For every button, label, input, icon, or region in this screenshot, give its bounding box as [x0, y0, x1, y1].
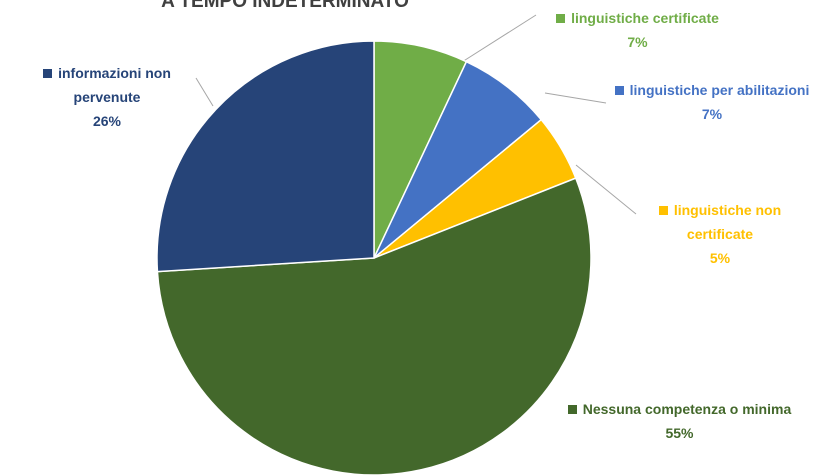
leader-line — [575, 164, 637, 215]
leader-line — [544, 92, 607, 104]
legend-marker — [614, 86, 624, 95]
data-label: Nessuna competenza o minima 55% — [562, 397, 797, 445]
leader-lines — [195, 14, 637, 215]
data-label: informazioni non pervenute 26% — [12, 61, 202, 133]
pie-slice — [156, 177, 592, 475]
leader-line — [461, 14, 537, 63]
legend-marker — [556, 14, 566, 23]
legend-marker — [43, 69, 53, 78]
value-label: 26% — [92, 113, 122, 129]
legend-marker — [567, 405, 577, 414]
value-label: 5% — [709, 250, 731, 266]
category-label: linguistiche non certificate — [673, 202, 782, 242]
value-label: 55% — [665, 425, 694, 441]
category-label: linguistiche per abilitazioni — [629, 82, 810, 98]
data-label: linguistiche per abilitazioni 7% — [612, 78, 812, 126]
category-label: linguistiche certificate — [571, 10, 719, 26]
data-label: linguistiche certificate 7% — [530, 6, 745, 54]
value-label: 7% — [701, 106, 723, 122]
legend-marker — [658, 206, 668, 215]
chart-title: A TEMPO INDETERMINATO — [161, 0, 409, 12]
pie-slice — [156, 40, 375, 273]
category-label: informazioni non pervenute — [58, 65, 171, 105]
category-label: Nessuna competenza o minima — [582, 401, 792, 417]
leader-line — [195, 77, 214, 107]
data-label: linguistiche non certificate 5% — [640, 198, 800, 270]
value-label: 7% — [627, 34, 648, 50]
